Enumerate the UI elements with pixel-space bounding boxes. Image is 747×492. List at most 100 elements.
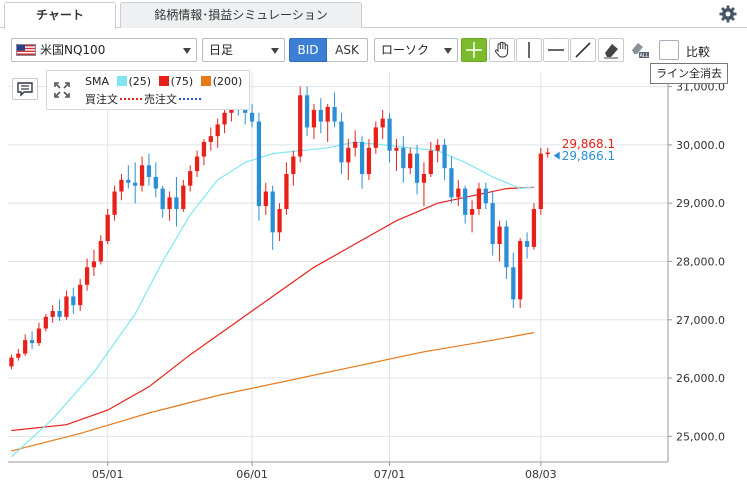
candle-body: [9, 357, 14, 367]
x-tick-label: 08/03: [525, 468, 557, 481]
chart-type-label: ローソク: [381, 43, 430, 57]
candle-body: [249, 112, 255, 122]
vertical-line-tool-button[interactable]: [516, 38, 542, 62]
x-tick-label: 05/01: [92, 468, 124, 481]
candle-body: [29, 340, 35, 344]
candle-body: [50, 311, 55, 317]
candle-body: [133, 182, 138, 186]
candle-body: [243, 109, 248, 113]
candle-body: [291, 156, 296, 175]
candle-body: [256, 121, 262, 207]
sma200-period: (200): [212, 75, 243, 88]
horizontal-line-icon: [548, 49, 564, 51]
candle-body: [277, 208, 282, 233]
tab-chart[interactable]: チャート: [4, 2, 116, 29]
candle-body: [359, 141, 365, 175]
y-tick-label: 26,000.0: [676, 372, 725, 385]
y-tick-label: 28,000.0: [676, 255, 725, 268]
horizontal-line-tool-button[interactable]: [543, 38, 569, 62]
candle-body: [208, 136, 213, 142]
candle-body: [511, 267, 516, 300]
candle-body: [284, 174, 289, 209]
eraser-tool-button[interactable]: [598, 38, 624, 62]
candle-body: [84, 267, 90, 285]
candle-body: [497, 226, 502, 244]
candle-body: [318, 109, 323, 122]
candle-body: [43, 316, 48, 329]
crosshair-icon: [466, 42, 482, 58]
x-tick-label: 06/01: [236, 468, 268, 481]
erase-all-button[interactable]: ALL: [627, 38, 653, 62]
tab-bar: チャート 銘柄情報･損益シミュレーション: [0, 0, 747, 29]
candle-body: [181, 185, 186, 209]
candle-body: [524, 241, 530, 247]
ask-button[interactable]: ASK: [327, 38, 368, 62]
candle-body: [504, 226, 509, 268]
buy-order-label: 買注文: [85, 93, 118, 106]
price-marker: [553, 151, 560, 160]
candle-body: [325, 106, 330, 122]
legend-menu-button[interactable]: [12, 78, 38, 100]
candle-body: [304, 95, 310, 128]
candle-body: [449, 168, 454, 198]
sma200-line: [11, 332, 535, 452]
compare-checkbox[interactable]: [659, 40, 679, 60]
y-tick-label: 30,000.0: [676, 139, 725, 152]
hand-icon: [494, 41, 509, 58]
candle-body: [126, 179, 131, 183]
candle-body: [469, 208, 475, 215]
timeframe-select[interactable]: 日足: [202, 38, 285, 62]
candle-body: [332, 106, 337, 122]
candle-body: [98, 241, 103, 262]
compare-label: 比較: [686, 45, 711, 59]
chevron-down-icon: [183, 48, 191, 54]
bid-button[interactable]: BID: [289, 38, 327, 62]
bid-price-label: 29,866.1: [562, 149, 615, 163]
candle-body: [353, 141, 358, 148]
candle-body: [394, 147, 399, 151]
chevron-down-icon: [271, 48, 279, 54]
candle-body: [139, 165, 145, 186]
candle-body: [298, 95, 303, 157]
chart-type-select[interactable]: ローソク: [374, 38, 458, 62]
candle-body: [442, 144, 447, 169]
symbol-label: 米国NQ100: [40, 43, 106, 57]
buy-order-line: [120, 98, 142, 100]
candle-body: [538, 153, 543, 209]
candle-body: [339, 121, 344, 163]
tab-symbol-info[interactable]: 銘柄情報･損益シミュレーション: [120, 2, 362, 28]
sma75-line: [11, 186, 534, 432]
tooltip-clear-lines: ライン全消去: [650, 63, 728, 84]
y-tick-label: 25,000.0: [676, 430, 725, 443]
candle-body: [36, 328, 42, 344]
y-tick-label: 27,000.0: [676, 314, 725, 327]
candle-body: [518, 241, 523, 300]
candle-body: [119, 179, 124, 192]
crosshair-tool-button[interactable]: [461, 38, 487, 62]
candle-body: [373, 127, 378, 148]
candle-body: [408, 153, 413, 169]
sell-order-label: 売注文: [144, 93, 177, 106]
sma75-period: (75): [170, 75, 194, 88]
trend-line-tool-button[interactable]: [570, 38, 596, 62]
candle-body: [490, 203, 495, 244]
candle-body: [366, 147, 372, 175]
symbol-select[interactable]: 米国NQ100: [11, 38, 197, 62]
collapse-icon[interactable]: [53, 81, 71, 99]
pan-tool-button[interactable]: [489, 38, 515, 62]
candle-body: [421, 174, 427, 183]
candle-body: [414, 153, 420, 183]
sma25-swatch: [116, 76, 127, 86]
candle-body: [160, 188, 165, 209]
gear-icon[interactable]: [719, 5, 737, 23]
eraser-icon: [604, 44, 618, 59]
vertical-line-icon: [528, 42, 530, 58]
candle-body: [105, 214, 110, 242]
candle-body: [174, 197, 179, 209]
candle-body: [16, 353, 21, 358]
candle-body: [263, 191, 268, 207]
candle-body: [401, 147, 406, 169]
sma25-period: (25): [128, 75, 152, 88]
